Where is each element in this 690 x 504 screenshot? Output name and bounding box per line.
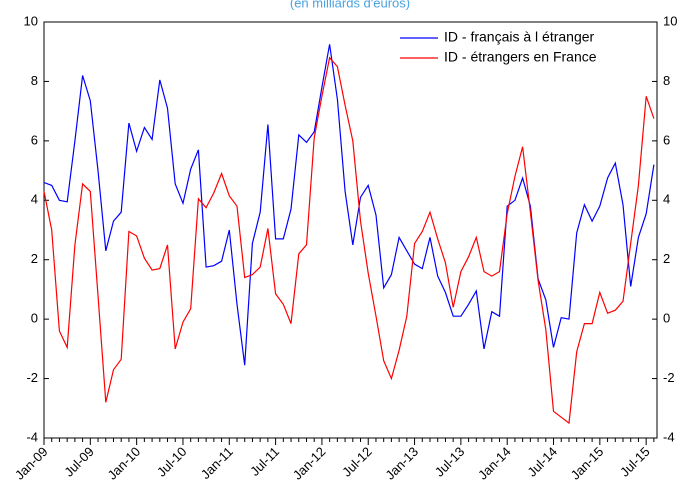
y-tick-label: 6 bbox=[31, 132, 38, 147]
x-tick-label: Jan-11 bbox=[198, 444, 236, 482]
chart-title: (en milliards d'euros) bbox=[290, 0, 410, 10]
legend-label: ID - français à l étranger bbox=[444, 29, 595, 45]
series-line bbox=[43, 56, 655, 425]
y2-tick-label: 2 bbox=[663, 251, 670, 266]
x-tick-label: Jan-14 bbox=[475, 444, 514, 483]
x-tick-label: Jan-13 bbox=[382, 444, 421, 483]
y2-tick-label: -2 bbox=[663, 370, 675, 385]
y2-tick-label: -4 bbox=[663, 429, 675, 444]
y2-tick-label: 4 bbox=[663, 192, 670, 207]
x-tick-label: Jul-12 bbox=[339, 444, 375, 480]
x-tick-label: Jan-09 bbox=[12, 444, 51, 483]
x-tick-label: Jul-15 bbox=[617, 444, 653, 480]
y-tick-label: 0 bbox=[31, 311, 38, 326]
y-tick-label: 8 bbox=[31, 73, 38, 88]
x-tick-label: Jan-10 bbox=[104, 444, 143, 483]
y2-tick-label: 6 bbox=[663, 132, 670, 147]
x-tick-label: Jul-11 bbox=[247, 444, 282, 479]
y2-tick-label: 0 bbox=[663, 311, 670, 326]
y-tick-label: 2 bbox=[31, 251, 38, 266]
x-tick-label: Jul-14 bbox=[524, 444, 560, 480]
legend-label: ID - étrangers en France bbox=[444, 49, 597, 65]
y2-tick-label: 8 bbox=[663, 73, 670, 88]
y-tick-label: -2 bbox=[26, 370, 38, 385]
y-tick-label: -4 bbox=[26, 429, 38, 444]
y2-tick-label: 10 bbox=[663, 13, 677, 28]
plot-frame bbox=[43, 21, 658, 439]
y-tick-label: 4 bbox=[31, 192, 38, 207]
y-tick-label: 10 bbox=[24, 13, 38, 28]
x-tick-label: Jan-15 bbox=[568, 444, 607, 483]
x-tick-label: Jul-09 bbox=[61, 444, 97, 480]
x-tick-label: Jul-10 bbox=[154, 444, 190, 480]
x-tick-label: Jul-13 bbox=[432, 444, 468, 480]
series-line bbox=[43, 44, 655, 366]
x-tick-label: Jan-12 bbox=[290, 444, 329, 483]
